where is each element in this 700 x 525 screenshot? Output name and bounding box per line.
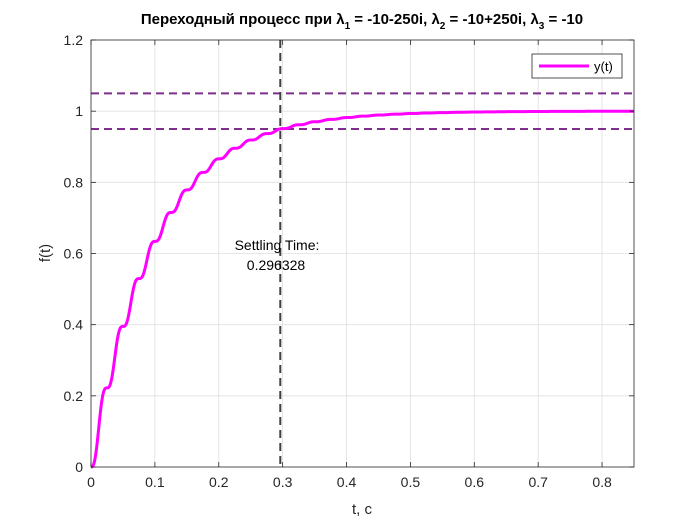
legend-label-y-t: y(t): [594, 59, 613, 74]
chart-title: Переходный процесс при λ1 = -10-250i, λ2…: [141, 11, 583, 32]
x-tick-label-3: 0.3: [273, 474, 293, 490]
x-tick-label-6: 0.6: [465, 474, 485, 490]
x-ticks: 0 0.1 0.2 0.3 0.4 0.5 0.6 0.7 0.8: [87, 40, 612, 490]
x-tick-label-5: 0.5: [401, 474, 421, 490]
y-ticks: 0 0.2 0.4 0.6 0.8 1 1.2: [64, 32, 634, 475]
y-tick-label-0: 0: [75, 459, 83, 475]
x-tick-label-0: 0: [87, 474, 95, 490]
x-tick-label-7: 0.7: [528, 474, 548, 490]
settling-time-label: Settling Time:: [235, 237, 320, 253]
series: [89, 109, 636, 469]
y-tick-label-3: 0.6: [64, 246, 84, 262]
y-tick-label-2: 0.4: [64, 317, 84, 333]
y-tick-label-5: 1: [75, 103, 83, 119]
settling-time-value: 0.296328: [247, 257, 306, 273]
legend: y(t): [531, 53, 623, 79]
x-tick-label-2: 0.2: [209, 474, 229, 490]
x-axis-label: t, c: [352, 501, 373, 518]
y-axis-label: f(t): [37, 244, 54, 262]
y-tick-label-6: 1.2: [64, 32, 84, 48]
y-tick-label-4: 0.8: [64, 174, 84, 190]
x-tick-label-1: 0.1: [145, 474, 165, 490]
x-tick-label-4: 0.4: [337, 474, 357, 490]
y-tick-label-1: 0.2: [64, 388, 84, 404]
x-tick-label-8: 0.8: [592, 474, 612, 490]
series-line-y-t: [89, 109, 636, 469]
